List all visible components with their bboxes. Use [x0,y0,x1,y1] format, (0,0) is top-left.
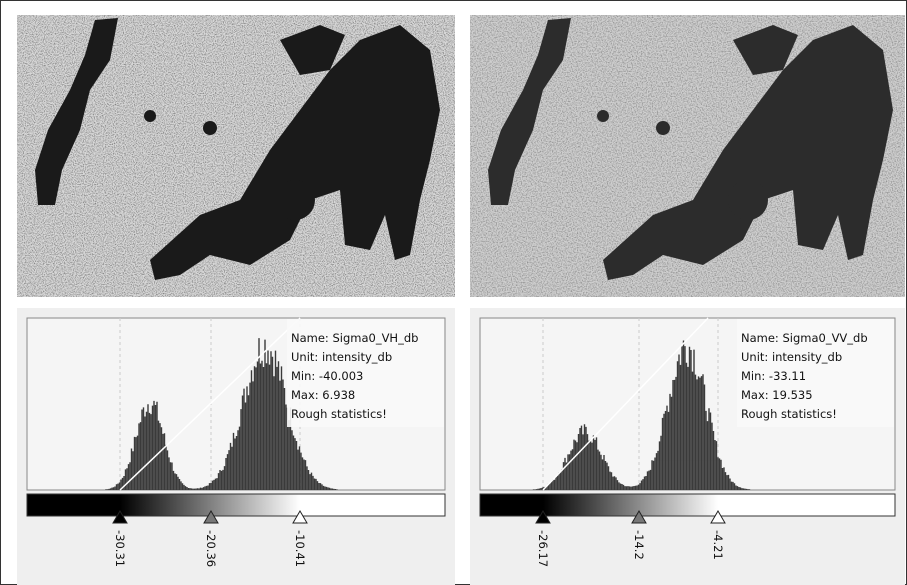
slider-label: -14.2 [632,530,646,560]
slider-handle[interactable] [292,510,308,524]
slider-handle[interactable] [631,510,647,524]
sar-image-vh [17,15,455,297]
slider-label: -30.31 [113,530,127,567]
slider-handle[interactable] [112,510,128,524]
slider-label: -20.36 [204,530,218,567]
info-max: Max: 6.938 [291,388,355,402]
info-min: Min: -33.11 [741,369,806,383]
slider-handle[interactable] [710,510,726,524]
slider-label: -10.41 [293,530,307,567]
info-box [287,319,444,427]
info-note: Rough statistics! [291,407,387,421]
info-name: Name: Sigma0_VV_db [741,331,868,345]
info-unit: Unit: intensity_db [741,350,842,364]
info-note: Rough statistics! [741,407,837,421]
info-min: Min: -40.003 [291,369,363,383]
slider-handle[interactable] [203,510,219,524]
transfer-line [119,317,301,491]
sar-image-vv [470,15,905,297]
histogram [105,338,338,490]
info-name: Name: Sigma0_VH_db [291,331,418,345]
color-panel: Name: Sigma0_VV_db Unit: intensity_db Min:… [470,308,905,585]
color-bar [479,493,896,517]
color-panel: Name: Sigma0_VH_db Unit: intensity_db Min:… [17,308,455,585]
info-max: Max: 19.535 [741,388,813,402]
slider-handle[interactable] [535,510,551,524]
info-unit: Unit: intensity_db [291,350,392,364]
slider-label: -26.17 [536,530,550,567]
slider-label: -4.21 [711,530,725,560]
histogram [532,340,751,490]
info-box [737,319,894,427]
color-bar [26,493,446,517]
transfer-line [542,317,709,491]
